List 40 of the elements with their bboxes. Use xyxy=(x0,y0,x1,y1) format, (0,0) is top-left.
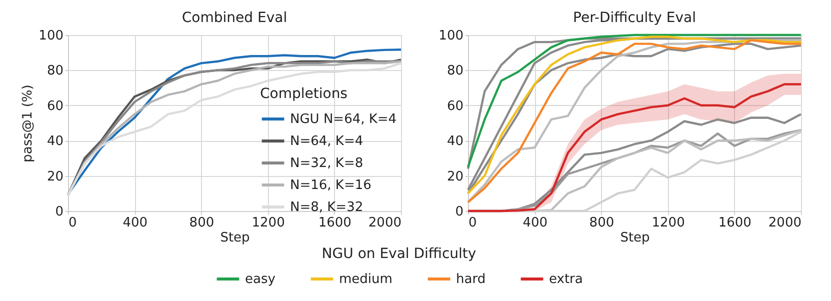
y-tick-label: 0 xyxy=(55,204,64,220)
y-tick-label: 60 xyxy=(446,98,464,114)
y-tick-label: 40 xyxy=(46,134,64,150)
legend-label: N=32, K=8 xyxy=(290,156,364,171)
y-tick-label: 80 xyxy=(446,64,464,79)
legend-label: hard xyxy=(456,272,486,287)
y-axis-title: pass@1 (%) xyxy=(20,84,36,162)
legend-label: NGU N=64, K=4 xyxy=(290,112,397,127)
legend-title: NGU on Eval Difficulty xyxy=(322,246,476,262)
legend-label: easy xyxy=(245,272,276,287)
x-tick-label: 800 xyxy=(189,216,214,230)
y-tick-label: 80 xyxy=(46,64,64,79)
legend-label: N=16, K=16 xyxy=(290,178,372,193)
x-tick-label: 1200 xyxy=(252,216,285,230)
y-tick-label: 60 xyxy=(46,98,64,114)
legend-label: extra xyxy=(549,272,583,287)
legend-label: N=8, K=32 xyxy=(290,200,364,215)
x-axis-title: Step xyxy=(620,230,650,246)
x-tick-label: 2000 xyxy=(368,216,402,230)
y-tick-label: 100 xyxy=(438,28,464,44)
x-tick-label: 1600 xyxy=(718,216,752,230)
chart-title: Combined Eval xyxy=(182,10,288,26)
chart-title: Per-Difficulty Eval xyxy=(573,10,696,26)
x-tick-label: 800 xyxy=(589,216,614,230)
legend-label: N=64, K=4 xyxy=(290,134,364,149)
x-tick-label: 400 xyxy=(522,216,548,230)
y-tick-label: 20 xyxy=(46,169,64,184)
x-tick-label: 2000 xyxy=(768,216,802,230)
x-tick-label: 1200 xyxy=(652,216,685,230)
legend-title: Completions xyxy=(260,86,348,102)
legend-label: medium xyxy=(339,272,392,287)
x-axis-title: Step xyxy=(220,230,250,246)
y-tick-label: 20 xyxy=(446,169,464,184)
x-tick-label: 0 xyxy=(68,216,77,230)
x-tick-label: 400 xyxy=(122,216,148,230)
y-tick-label: 100 xyxy=(38,28,64,44)
x-tick-label: 0 xyxy=(468,216,477,230)
y-tick-label: 0 xyxy=(455,204,464,220)
y-tick-label: 40 xyxy=(446,134,464,150)
x-tick-label: 1600 xyxy=(318,216,352,230)
